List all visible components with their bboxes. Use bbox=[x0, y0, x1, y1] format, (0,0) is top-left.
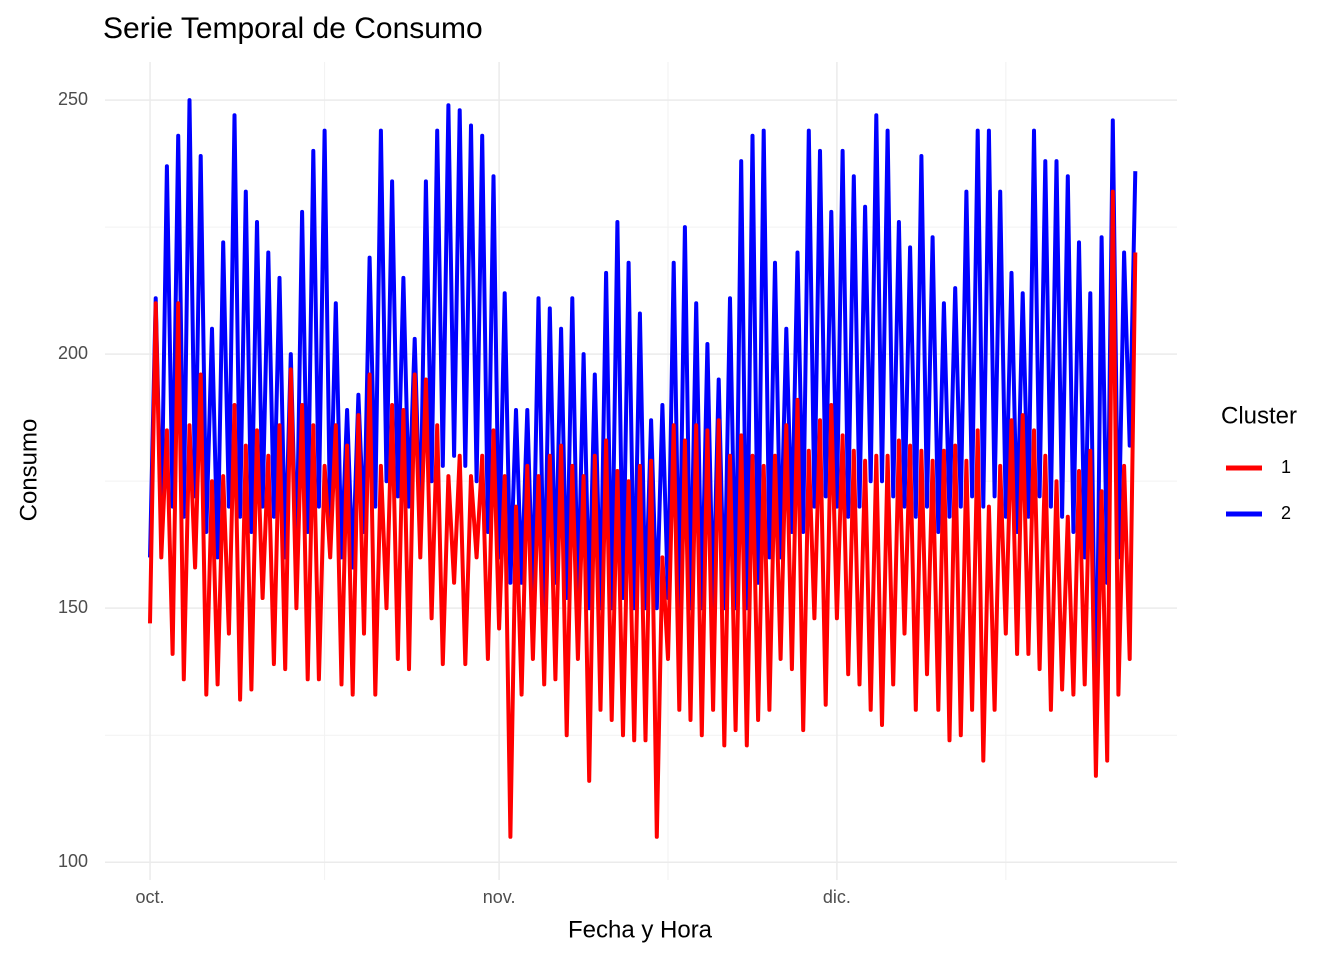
x-tick-label: oct. bbox=[136, 887, 165, 907]
series-line bbox=[148, 189, 1138, 839]
chart-title: Serie Temporal de Consumo bbox=[103, 12, 483, 45]
x-axis-label: Fecha y Hora bbox=[568, 916, 713, 943]
series-line bbox=[148, 98, 1138, 753]
y-tick-label: 150 bbox=[58, 597, 88, 617]
y-tick-label: 200 bbox=[58, 343, 88, 363]
x-tick-label: dic. bbox=[823, 887, 851, 907]
legend-label: 1 bbox=[1281, 457, 1291, 477]
x-tick-label: nov. bbox=[483, 887, 516, 907]
legend-label: 2 bbox=[1281, 503, 1291, 523]
legend-title: Cluster bbox=[1221, 402, 1297, 429]
y-tick-label: 250 bbox=[58, 89, 88, 109]
y-axis-label: Consumo bbox=[15, 419, 42, 522]
y-tick-label: 100 bbox=[58, 851, 88, 871]
